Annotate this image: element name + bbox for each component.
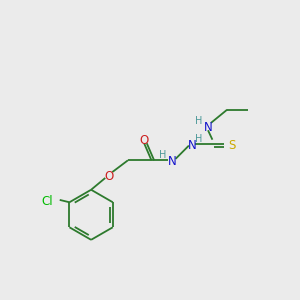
- Text: N: N: [168, 155, 177, 168]
- Text: N: N: [204, 121, 212, 134]
- Text: O: O: [104, 170, 113, 183]
- Text: Cl: Cl: [42, 195, 53, 208]
- Text: N: N: [188, 139, 196, 152]
- Text: H: H: [195, 134, 202, 144]
- Text: S: S: [229, 139, 236, 152]
- Text: H: H: [159, 150, 166, 160]
- Text: H: H: [195, 116, 202, 126]
- Text: O: O: [140, 134, 149, 147]
